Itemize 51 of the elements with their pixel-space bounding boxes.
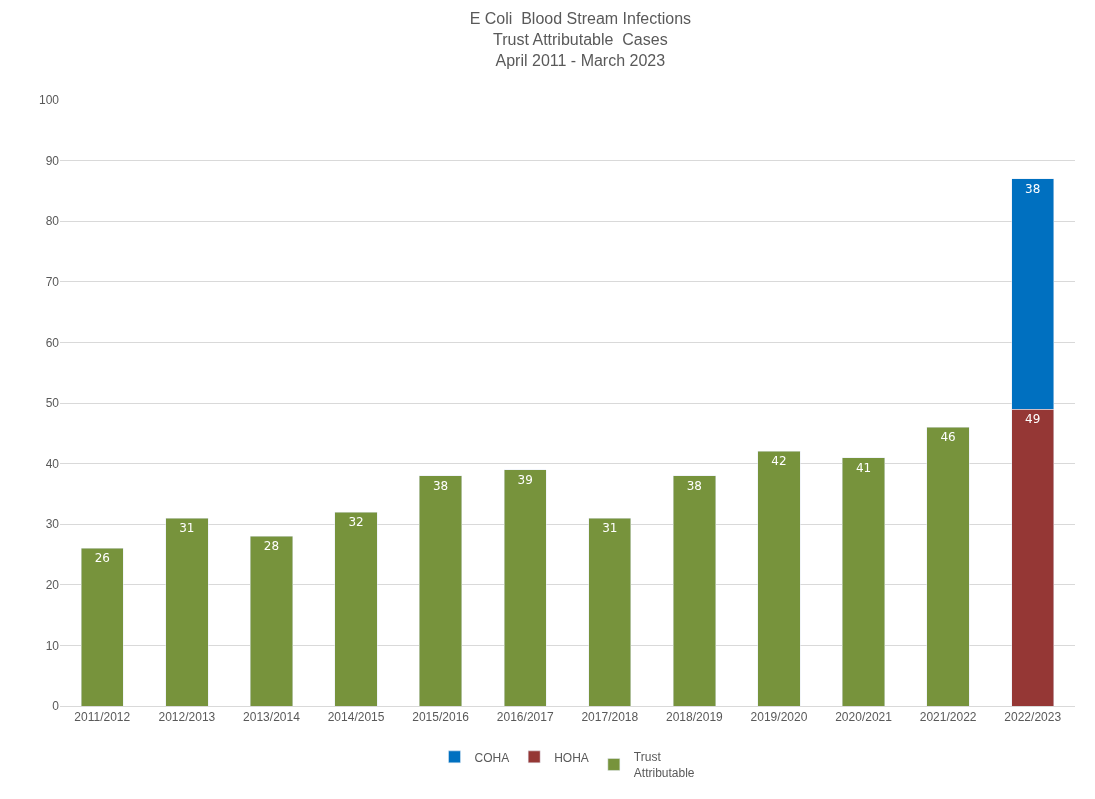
bar xyxy=(165,517,209,706)
y-tick-label: 30 xyxy=(45,517,60,532)
x-tick-label: 2016/2017 xyxy=(496,710,554,725)
legend-label: COHA xyxy=(474,750,510,765)
y-tick-label: 50 xyxy=(45,396,60,411)
y-tick-label: 80 xyxy=(45,214,60,229)
y-tick-label: 70 xyxy=(45,275,60,289)
data-label: 39 xyxy=(517,472,533,487)
bar xyxy=(757,451,801,706)
bar xyxy=(842,457,885,706)
x-tick-label: 2022/2023 xyxy=(1004,710,1062,725)
x-tick-label: 2019/2020 xyxy=(750,710,808,725)
x-tick-label: 2021/2022 xyxy=(919,710,977,725)
data-label: 38 xyxy=(686,478,703,493)
x-tick-label: 2014/2015 xyxy=(327,710,385,725)
y-tick-label: 100 xyxy=(38,93,60,108)
bar xyxy=(250,536,293,706)
bar xyxy=(926,426,970,706)
y-tick-label: 0 xyxy=(52,699,60,714)
data-label: 49 xyxy=(1025,412,1041,427)
legend-label: Trust Attributable xyxy=(633,750,695,780)
chart-title: E Coli Blood Stream Infections Trust Attributable Cases April 2011 - March 2023 xyxy=(469,9,692,69)
x-tick-label: 2012/2013 xyxy=(158,710,216,725)
x-tick-label: 2013/2014 xyxy=(243,710,301,725)
data-label: 41 xyxy=(855,460,872,475)
x-tick-label: 2017/2018 xyxy=(581,710,639,725)
bar xyxy=(588,517,632,706)
data-label: 26 xyxy=(94,551,110,566)
y-tick-label: 20 xyxy=(45,578,60,592)
data-label: 31 xyxy=(179,521,195,536)
data-label: 42 xyxy=(771,454,787,469)
y-tick-label: 40 xyxy=(45,456,60,471)
y-tick-label: 10 xyxy=(45,638,60,653)
bar xyxy=(503,469,547,706)
data-label: 28 xyxy=(263,539,280,554)
data-label: 38 xyxy=(432,478,449,493)
bar xyxy=(419,475,463,706)
data-label: 46 xyxy=(940,430,956,445)
y-tick-label: 60 xyxy=(45,335,60,350)
bar xyxy=(672,475,716,706)
legend-label: HOHA xyxy=(554,750,589,765)
bar xyxy=(80,548,124,706)
x-tick-label: 2018/2019 xyxy=(666,710,724,725)
y-tick-label: 90 xyxy=(45,153,60,168)
x-tick-label: 2015/2016 xyxy=(412,710,470,725)
data-label: 31 xyxy=(602,521,618,536)
x-tick-label: 2020/2021 xyxy=(835,710,893,725)
data-label: 38 xyxy=(1025,181,1041,196)
x-tick-label: 2011/2012 xyxy=(74,710,131,725)
bar xyxy=(334,511,378,706)
data-label: 32 xyxy=(348,515,364,530)
